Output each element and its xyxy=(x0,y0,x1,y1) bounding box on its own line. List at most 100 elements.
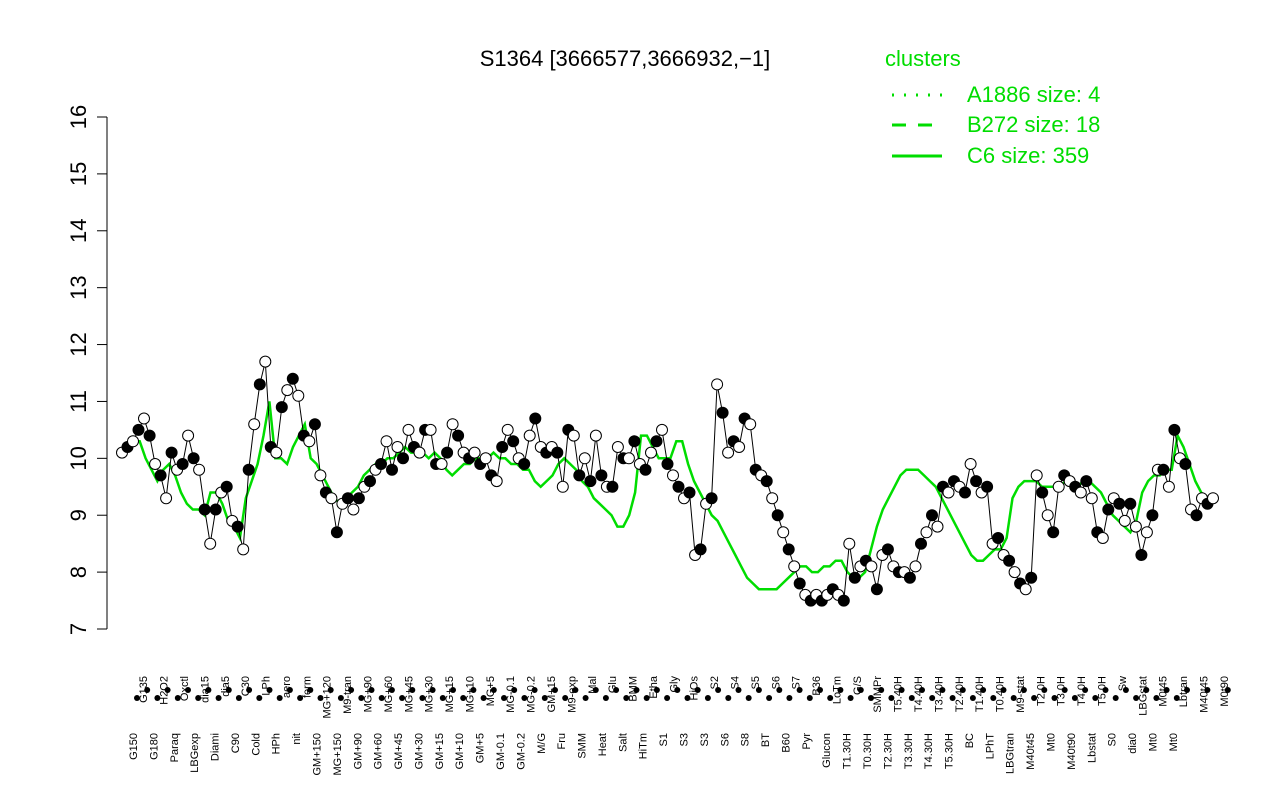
data-point xyxy=(722,446,735,459)
x-tick-label: S3 xyxy=(699,733,711,746)
x-tick-marker xyxy=(348,687,355,693)
x-axis: G150 G135 G180 H2O2 Paraq Oxctl LBGexp dia15 Dia… xyxy=(128,675,1231,776)
x-tick-label: MG+10 xyxy=(464,676,476,712)
data-point xyxy=(386,463,398,476)
x-tick-label: GM+10 xyxy=(454,733,466,769)
data-point xyxy=(777,526,790,539)
data-point xyxy=(275,401,288,414)
x-tick-label: T0.30H xyxy=(862,733,874,769)
x-tick-marker xyxy=(1133,695,1140,701)
x-tick-marker xyxy=(450,687,456,693)
x-tick-label: Lbstat xyxy=(1086,733,1098,763)
data-point xyxy=(1047,526,1060,539)
x-tick-marker xyxy=(1224,687,1231,693)
x-tick-marker xyxy=(164,687,171,693)
x-tick-marker xyxy=(878,687,885,693)
data-point xyxy=(529,412,542,425)
points-layer xyxy=(116,355,1219,607)
x-tick-label: LPhT xyxy=(984,733,996,760)
data-point xyxy=(931,520,944,533)
data-point xyxy=(1146,509,1159,522)
data-point xyxy=(1168,423,1181,436)
x-tick-marker xyxy=(501,695,507,701)
x-tick-marker xyxy=(276,695,283,701)
x-tick-marker xyxy=(939,687,946,693)
x-tick-label: T4.30H xyxy=(923,733,935,769)
x-tick-label: T4.40H xyxy=(913,676,925,712)
x-tick-label: GM+30 xyxy=(413,733,425,769)
x-tick-marker xyxy=(1184,687,1190,693)
x-tick-marker xyxy=(868,695,874,701)
x-tick-label: GM+60 xyxy=(373,733,385,769)
x-tick-marker xyxy=(1020,687,1027,693)
data-point xyxy=(573,469,586,482)
x-tick-label: T2.30H xyxy=(882,733,894,769)
data-point xyxy=(611,441,624,453)
x-tick-label: aero xyxy=(281,676,293,698)
x-tick-marker xyxy=(419,695,426,701)
x-tick-label: LBGtran xyxy=(1005,733,1017,774)
data-point xyxy=(292,389,305,402)
data-point xyxy=(160,492,173,505)
x-tick-label: ferm xyxy=(301,676,313,698)
y-tick-label: 9 xyxy=(66,509,91,521)
data-point xyxy=(567,429,580,442)
data-point xyxy=(584,475,597,488)
data-point xyxy=(154,469,167,482)
data-point xyxy=(138,412,150,425)
x-tick-marker xyxy=(766,695,773,701)
x-tick-label: LBGstat xyxy=(1137,676,1149,716)
data-point xyxy=(1207,492,1219,505)
x-tick-label: GM-0.2 xyxy=(515,733,527,770)
data-point xyxy=(1113,497,1126,510)
data-point xyxy=(788,560,801,573)
x-tick-marker xyxy=(1010,695,1017,701)
data-point xyxy=(209,503,222,516)
x-tick-label: S8 xyxy=(740,733,752,746)
x-tick-label: MG-0.2 xyxy=(526,676,538,713)
x-tick-marker xyxy=(429,687,436,693)
legend-entry-c6: C6 size: 359 xyxy=(967,143,1089,168)
x-tick-label: MG-0.1 xyxy=(505,676,517,713)
data-point xyxy=(231,520,244,533)
x-tick-marker xyxy=(1163,687,1170,693)
data-point xyxy=(1102,503,1115,516)
legend-entry-a1886: A1886 size: 4 xyxy=(967,82,1100,107)
data-point xyxy=(1096,532,1109,544)
data-point xyxy=(837,594,850,607)
x-tick-label: Cold xyxy=(250,733,262,756)
data-point xyxy=(881,543,894,556)
x-tick-label: HiOs xyxy=(689,676,701,701)
y-tick-label: 15 xyxy=(66,162,91,186)
x-tick-marker xyxy=(980,687,987,693)
data-point xyxy=(380,435,393,448)
data-point xyxy=(397,452,409,465)
x-tick-marker xyxy=(969,695,976,701)
x-tick-marker xyxy=(144,687,151,693)
data-point xyxy=(926,509,938,522)
data-point xyxy=(303,435,316,448)
x-tick-marker xyxy=(704,695,711,701)
data-point xyxy=(518,458,531,470)
x-tick-marker xyxy=(1071,695,1078,701)
x-tick-label: M0t90 xyxy=(1219,676,1231,707)
x-tick-marker xyxy=(531,687,538,693)
x-tick-marker xyxy=(684,695,691,701)
x-tick-marker xyxy=(1102,687,1109,693)
x-tick-label: G135 xyxy=(138,676,150,703)
x-tick-label: Fru xyxy=(556,733,568,750)
data-point xyxy=(1003,554,1016,567)
x-tick-label: Salt xyxy=(617,733,629,752)
x-tick-label: S4 xyxy=(730,676,742,689)
x-tick-marker xyxy=(562,695,569,701)
data-point xyxy=(441,446,454,459)
data-point xyxy=(1190,509,1203,522)
data-point xyxy=(270,446,283,459)
data-point xyxy=(1157,463,1170,476)
data-point xyxy=(347,503,360,516)
x-tick-label: Mt0 xyxy=(1147,733,1159,751)
x-tick-label: MG+120 xyxy=(322,676,334,719)
data-point xyxy=(589,429,602,442)
x-tick-label: T3.40H xyxy=(933,676,945,712)
data-point xyxy=(1085,492,1098,505)
